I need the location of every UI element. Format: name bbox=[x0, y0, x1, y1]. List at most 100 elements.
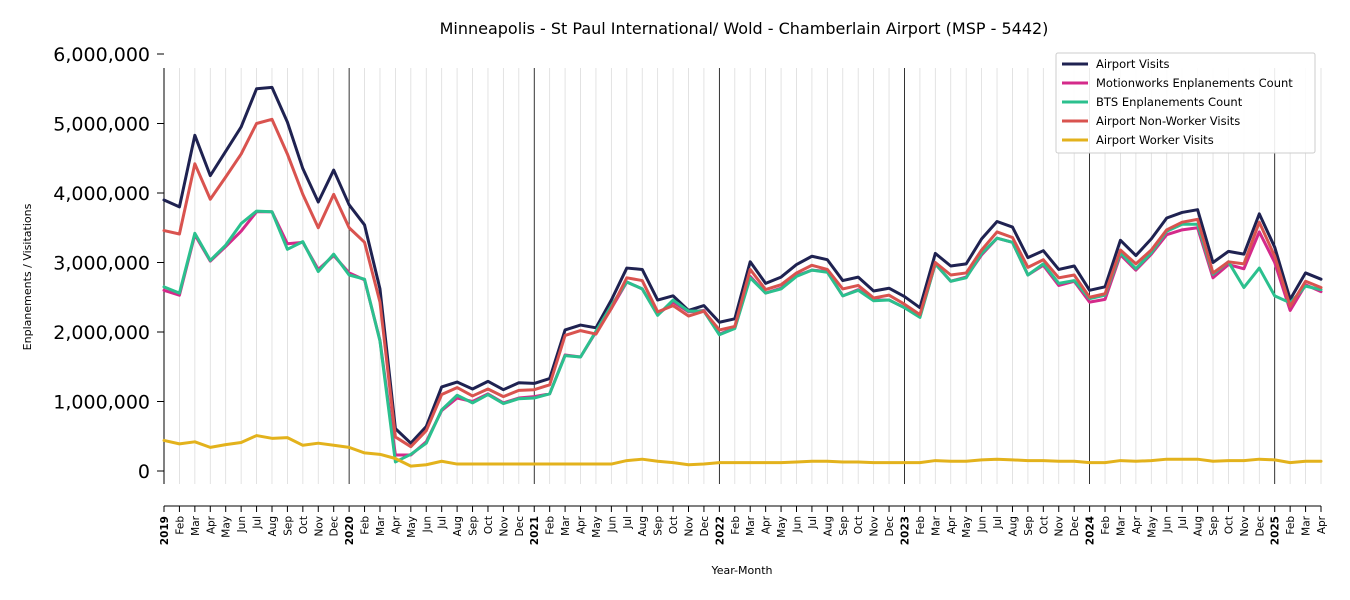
x-tick-label: Dec bbox=[884, 516, 896, 537]
x-tick-label: 2025 bbox=[1270, 516, 1282, 545]
x-tick-label: Jun bbox=[1162, 516, 1174, 533]
x-tick-label: Mar bbox=[1301, 515, 1313, 535]
x-tick-label: Jul bbox=[1177, 516, 1189, 530]
series-line-airport-visits bbox=[162, 85, 1323, 445]
x-axis: 2019 Feb Mar Apr May Jun Jul Aug Sep Oct Nov Dec 202… bbox=[159, 505, 1328, 545]
x-tick-label: Apr bbox=[205, 515, 217, 534]
x-tick-label: Nov bbox=[1054, 516, 1066, 537]
y-tick-label: 1,000,000 bbox=[53, 392, 150, 414]
x-tick-label: Jun bbox=[236, 516, 248, 533]
x-tick-label: Sep bbox=[653, 516, 665, 536]
x-tick-label: Oct bbox=[298, 516, 310, 534]
x-tick-label: Nov bbox=[313, 516, 325, 537]
x-tick-label: Jul bbox=[807, 516, 819, 530]
x-tick-label: Feb bbox=[545, 516, 557, 535]
x-tick-label: Sep bbox=[1023, 516, 1035, 536]
series-line-airport-non-worker-visits bbox=[162, 117, 1323, 449]
x-tick-label: Sep bbox=[838, 516, 850, 536]
x-tick-label: Feb bbox=[1100, 516, 1112, 535]
x-tick-label: Apr bbox=[576, 515, 588, 534]
x-tick-label: Mar bbox=[560, 515, 572, 535]
x-tick-label: Aug bbox=[822, 516, 834, 537]
x-tick-label: Oct bbox=[668, 516, 680, 534]
series-line-airport-worker-visits bbox=[162, 434, 1323, 468]
x-tick-label: May bbox=[776, 516, 788, 538]
x-tick-label: Jul bbox=[437, 516, 449, 530]
x-tick-label: Feb bbox=[1285, 516, 1297, 535]
x-tick-label: Nov bbox=[869, 516, 881, 537]
x-tick-label: May bbox=[591, 516, 603, 538]
x-tick-label: Feb bbox=[730, 516, 742, 535]
x-tick-label: Mar bbox=[745, 515, 757, 535]
x-tick-label: Nov bbox=[1239, 516, 1251, 537]
x-tick-label: Jun bbox=[791, 516, 803, 533]
x-tick-label: Nov bbox=[498, 516, 510, 537]
y-axis: 0 1,000,000 2,000,000 3,000,000 4,000,000 5,0… bbox=[53, 44, 165, 484]
x-tick-label: Dec bbox=[1254, 516, 1266, 537]
x-tick-label: Feb bbox=[360, 516, 372, 535]
x-tick-label: Apr bbox=[1131, 515, 1143, 534]
x-tick-label: Jul bbox=[622, 516, 634, 530]
y-tick-label: 4,000,000 bbox=[53, 183, 150, 205]
series-line-motionworks-enplanements-count bbox=[162, 210, 1323, 457]
legend-label: Motionworks Enplanements Count bbox=[1096, 76, 1293, 90]
x-tick-label: Jul bbox=[992, 516, 1004, 530]
legend-label: Airport Worker Visits bbox=[1096, 133, 1214, 147]
legend-label: BTS Enplanements Count bbox=[1096, 95, 1243, 109]
x-tick-label: 2020 bbox=[344, 516, 356, 545]
x-tick-label: Oct bbox=[483, 516, 495, 534]
x-tick-label: Aug bbox=[1007, 516, 1019, 537]
legend-label: Airport Visits bbox=[1096, 57, 1170, 71]
legend-label: Airport Non-Worker Visits bbox=[1096, 114, 1240, 128]
x-tick-label: 2023 bbox=[899, 516, 911, 545]
x-tick-label: May bbox=[406, 516, 418, 538]
x-tick-label: 2022 bbox=[714, 516, 726, 545]
x-tick-label: Jun bbox=[606, 516, 618, 533]
chart-title: Minneapolis - St Paul International/ Wol… bbox=[440, 19, 1049, 38]
x-tick-label: Dec bbox=[699, 516, 711, 537]
x-tick-label: Oct bbox=[853, 516, 865, 534]
x-tick-label: Oct bbox=[1038, 516, 1050, 534]
x-tick-label: Dec bbox=[1069, 516, 1081, 537]
y-tick-label: 5,000,000 bbox=[53, 114, 150, 136]
legend: Airport Visits Motionworks Enplanements C… bbox=[1055, 52, 1316, 154]
x-tick-label: Jul bbox=[252, 516, 264, 530]
x-tick-label: Mar bbox=[930, 515, 942, 535]
x-tick-label: Apr bbox=[1316, 515, 1328, 534]
x-tick-label: May bbox=[1146, 516, 1158, 538]
y-tick-label: 2,000,000 bbox=[53, 322, 150, 344]
x-tick-label: Aug bbox=[1193, 516, 1205, 537]
x-tick-label: Apr bbox=[946, 515, 958, 534]
x-tick-label: Feb bbox=[174, 516, 186, 535]
x-axis-label: Year-Month bbox=[710, 564, 772, 577]
x-tick-label: 2024 bbox=[1085, 516, 1097, 545]
x-tick-label: Aug bbox=[637, 516, 649, 537]
x-tick-label: 2019 bbox=[159, 516, 171, 545]
series-line-bts-enplanements-count bbox=[162, 209, 1323, 464]
x-tick-label: Sep bbox=[468, 516, 480, 536]
y-tick-label: 0 bbox=[138, 461, 150, 483]
x-tick-label: Mar bbox=[190, 515, 202, 535]
x-tick-label: Nov bbox=[684, 516, 696, 537]
x-tick-label: Sep bbox=[1208, 516, 1220, 536]
x-tick-label: Jun bbox=[421, 516, 433, 533]
x-tick-label: Aug bbox=[452, 516, 464, 537]
x-tick-label: May bbox=[961, 516, 973, 538]
x-tick-label: May bbox=[221, 516, 233, 538]
x-tick-label: Dec bbox=[329, 516, 341, 537]
x-tick-label: Apr bbox=[390, 515, 402, 534]
x-tick-label: Jun bbox=[977, 516, 989, 533]
x-tick-label: Aug bbox=[267, 516, 279, 537]
x-tick-label: 2021 bbox=[529, 516, 541, 545]
x-tick-label: Mar bbox=[375, 515, 387, 535]
y-axis-label: Enplanements / Visitations bbox=[21, 203, 34, 350]
x-tick-label: Apr bbox=[761, 515, 773, 534]
x-tick-label: Feb bbox=[915, 516, 927, 535]
x-tick-label: Dec bbox=[514, 516, 526, 537]
y-tick-label: 6,000,000 bbox=[53, 44, 150, 66]
x-tick-label: Sep bbox=[282, 516, 294, 536]
x-tick-label: Mar bbox=[1115, 515, 1127, 535]
series-group bbox=[162, 85, 1323, 468]
